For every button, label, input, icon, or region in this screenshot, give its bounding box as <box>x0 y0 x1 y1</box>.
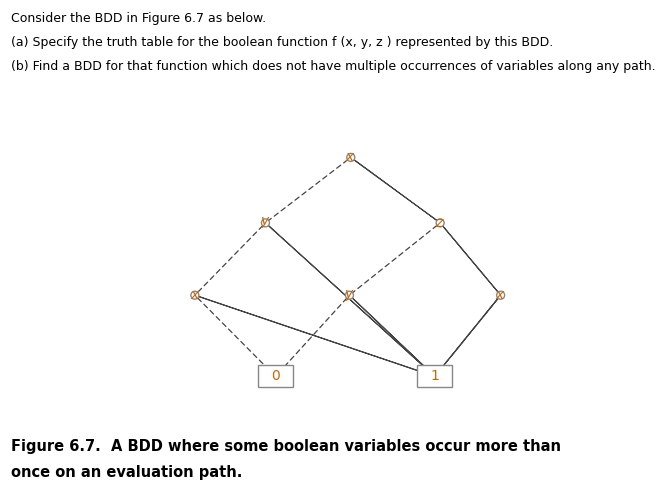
Circle shape <box>436 219 444 227</box>
Bar <box>417 365 452 388</box>
Circle shape <box>191 291 199 299</box>
Text: (a) Specify the truth table for the boolean function f (x, y, z ) represented by: (a) Specify the truth table for the bool… <box>11 36 553 49</box>
Text: $x$: $x$ <box>190 288 200 302</box>
Text: $1$: $1$ <box>430 369 439 383</box>
Text: $z$: $z$ <box>435 216 445 230</box>
Text: $0$: $0$ <box>271 369 280 383</box>
Circle shape <box>497 291 505 299</box>
Bar <box>258 365 293 388</box>
Circle shape <box>347 154 355 161</box>
Circle shape <box>345 291 353 299</box>
Text: Figure 6.7.  A BDD where some boolean variables occur more than: Figure 6.7. A BDD where some boolean var… <box>11 439 560 454</box>
Text: (b) Find a BDD for that function which does not have multiple occurrences of var: (b) Find a BDD for that function which d… <box>11 60 655 72</box>
Text: $y$: $y$ <box>260 215 271 230</box>
Circle shape <box>261 219 269 227</box>
Text: $y$: $y$ <box>344 288 355 303</box>
Text: Consider the BDD in Figure 6.7 as below.: Consider the BDD in Figure 6.7 as below. <box>11 12 266 25</box>
Text: $x$: $x$ <box>345 151 356 164</box>
Text: once on an evaluation path.: once on an evaluation path. <box>11 465 242 480</box>
Text: $x$: $x$ <box>495 288 506 302</box>
